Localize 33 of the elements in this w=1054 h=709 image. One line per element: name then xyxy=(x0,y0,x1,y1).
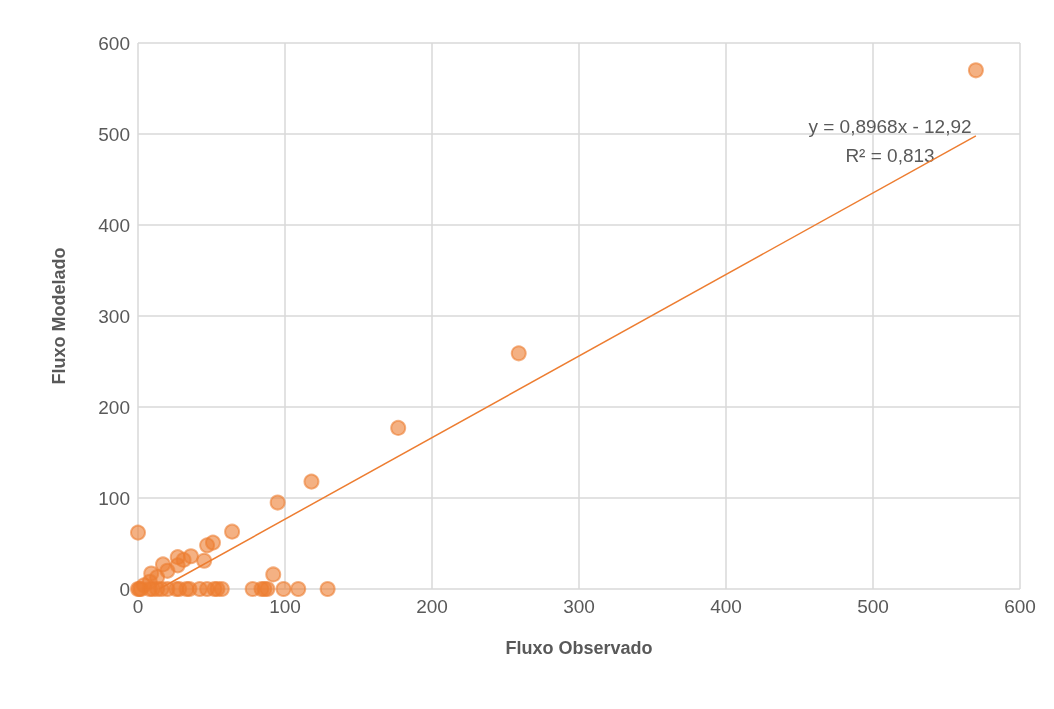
x-tick-label: 100 xyxy=(269,596,301,617)
point xyxy=(290,581,307,597)
x-tick-label: 600 xyxy=(1004,596,1036,617)
annotation: R² = 0,813 xyxy=(845,144,935,166)
point xyxy=(224,523,241,540)
point xyxy=(269,494,286,511)
x-tick-label: 200 xyxy=(416,596,448,617)
point xyxy=(319,581,336,597)
point xyxy=(265,566,282,583)
x-tick-label: 400 xyxy=(710,596,742,617)
x-tick-label: 0 xyxy=(132,596,144,617)
y-tick-label: 0 xyxy=(119,578,130,600)
point xyxy=(303,473,320,490)
y-axis-title: Fluxo Modelado xyxy=(49,247,69,385)
point xyxy=(159,562,176,579)
point xyxy=(196,552,213,569)
annotation: y = 0,8968x - 12,92 xyxy=(808,115,972,137)
point xyxy=(199,537,216,554)
y-tick-label: 400 xyxy=(98,214,130,236)
point xyxy=(510,345,527,362)
y-tick-label: 100 xyxy=(98,487,130,509)
y-tick-label: 500 xyxy=(98,123,130,145)
point xyxy=(390,419,407,436)
x-axis-title: Fluxo Observado xyxy=(505,638,653,658)
x-tick-label: 500 xyxy=(857,596,889,617)
point xyxy=(213,581,230,597)
y-tick-label: 300 xyxy=(98,305,130,327)
y-tick-label: 200 xyxy=(98,396,130,418)
point xyxy=(130,524,146,541)
y-tick-label: 600 xyxy=(98,32,130,54)
x-tick-label: 300 xyxy=(563,596,595,617)
point xyxy=(275,581,292,597)
point xyxy=(967,62,984,79)
